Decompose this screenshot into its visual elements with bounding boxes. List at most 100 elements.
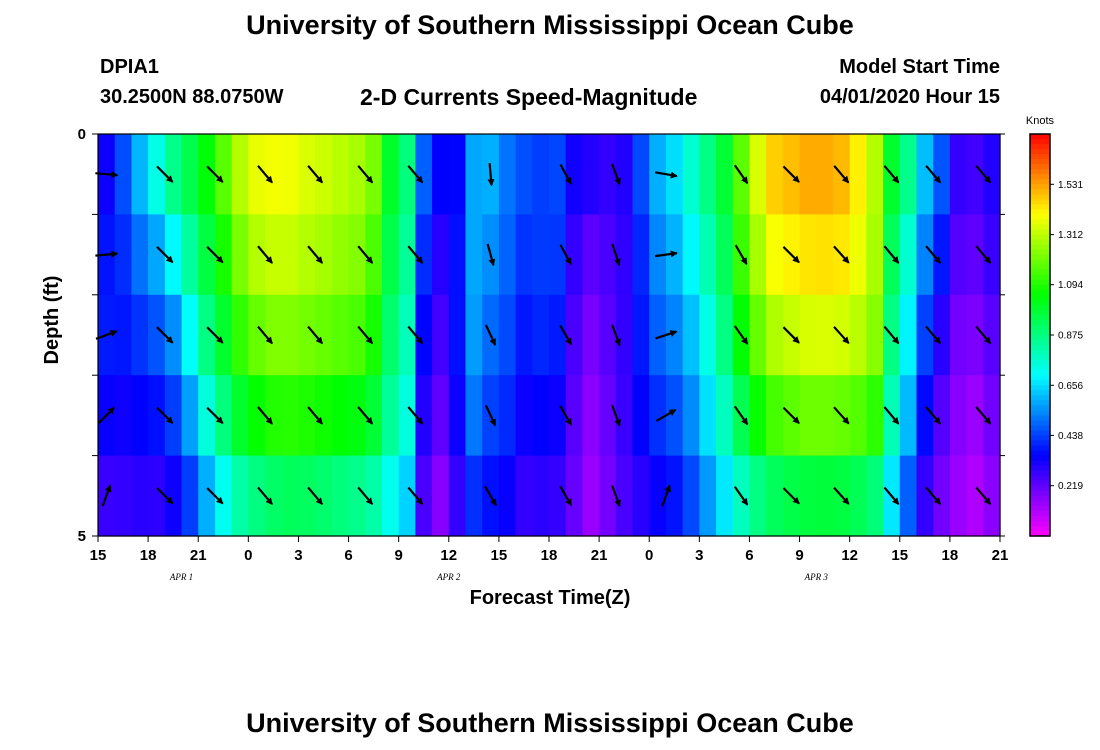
colorbar: Knots 1.531 1.312 1.094 0.875 0.656 0.438 0.219 (1026, 115, 1083, 537)
heatmap-cell (682, 375, 700, 457)
heatmap-cell (348, 375, 366, 457)
heatmap-cell (381, 455, 400, 537)
day-label: APR 2 (436, 572, 461, 582)
heatmap-cell (164, 294, 183, 376)
colorbar-segment (1030, 169, 1050, 175)
current-vector-arrow (733, 164, 749, 185)
colorbar-segment (1030, 400, 1050, 406)
heatmap-cell (916, 134, 934, 215)
heatmap-cell (214, 455, 233, 537)
heatmap-cell (599, 455, 617, 537)
heatmap-cell (131, 134, 149, 215)
current-vector-arrow (487, 163, 495, 187)
heatmap-cell (498, 214, 517, 296)
colorbar-segment (1030, 395, 1050, 401)
heatmap-cell (298, 455, 316, 537)
footer-title: University of Southern Mississippi Ocean… (246, 708, 854, 738)
heatmap-cell (498, 455, 517, 537)
heatmap-cell (966, 455, 984, 537)
heatmap-cell (766, 375, 784, 457)
heatmap-cell (933, 214, 951, 296)
current-vector-arrow (357, 245, 374, 264)
colorbar-segment (1030, 224, 1050, 231)
heatmap-cell (615, 294, 634, 376)
heatmap-cell (899, 214, 918, 296)
heatmap-cell (448, 375, 467, 457)
colorbar-segment (1030, 435, 1050, 442)
heatmap-cell (549, 294, 567, 376)
colorbar-segment (1030, 249, 1050, 256)
heatmap-cell (582, 214, 600, 296)
heatmap-cell (231, 455, 249, 537)
current-vector-arrow (156, 326, 174, 344)
heatmap-cell (231, 134, 249, 215)
heatmap-cell (949, 455, 968, 537)
heatmap-cell (181, 294, 199, 376)
heatmap-cell (933, 134, 951, 215)
colorbar-segment (1030, 405, 1050, 411)
x-tick-label: 6 (344, 547, 352, 564)
current-vectors (95, 163, 992, 508)
heatmap-cell (866, 214, 884, 296)
x-tick-label: 12 (440, 547, 457, 564)
current-vector-arrow (97, 406, 115, 424)
colorbar-segment (1030, 279, 1050, 286)
heatmap-cell (749, 214, 767, 296)
heatmap-cell (164, 455, 183, 537)
heatmap-cell (699, 294, 717, 376)
heatmap-cell (515, 134, 533, 215)
heatmap-cell (298, 134, 316, 215)
station-coordinates: 30.2500N 88.0750W (100, 86, 284, 108)
heatmap-cell (465, 294, 483, 376)
heatmap-cell (632, 214, 650, 296)
current-vector-arrow (733, 405, 749, 426)
heatmap-cell (281, 214, 300, 296)
x-tick-label: 9 (795, 547, 803, 564)
heatmap-cell (866, 375, 884, 457)
day-label: APR 1 (169, 572, 193, 582)
heatmap-cell (265, 294, 283, 376)
heatmap-cell (148, 375, 166, 457)
heatmap-cell (365, 134, 383, 215)
heatmap-cell (599, 214, 617, 296)
heatmap-cell (682, 294, 700, 376)
heatmap-cell (549, 134, 567, 215)
heatmap-cell (164, 375, 183, 457)
current-vector-arrow (357, 406, 374, 425)
heatmap-cell (632, 455, 650, 537)
heatmap-cell (799, 134, 817, 215)
colorbar-segment (1030, 465, 1050, 472)
heatmap-cell (966, 294, 984, 376)
colorbar-segment (1030, 274, 1050, 281)
heatmap-cell (448, 134, 467, 215)
colorbar-segment (1030, 149, 1050, 155)
heatmap-cell (983, 455, 1001, 537)
colorbar-segment (1030, 179, 1050, 185)
colorbar-segment (1030, 164, 1050, 170)
heatmap-cell (665, 455, 684, 537)
heatmap-cell (281, 455, 300, 537)
x-tick-label: 0 (244, 547, 252, 564)
heatmap-cell (148, 134, 166, 215)
current-vector-arrow (407, 165, 424, 184)
heatmap-cell (148, 214, 166, 296)
current-vector-arrow (559, 485, 573, 507)
current-vector-arrow (925, 245, 942, 264)
colorbar-segment (1030, 340, 1050, 346)
current-vector-arrow (407, 245, 424, 264)
heatmap-cell (465, 134, 483, 215)
heatmap-cell (248, 214, 266, 296)
heatmap-cell (181, 375, 199, 457)
heatmap-cell (916, 455, 934, 537)
heatmap-cell (766, 294, 784, 376)
heatmap-cell (381, 214, 400, 296)
heatmap-cell (365, 214, 383, 296)
colorbar-segment (1030, 450, 1050, 457)
heatmap-cell (849, 294, 867, 376)
heatmap-cell (615, 455, 634, 537)
current-vector-arrow (559, 324, 573, 346)
colorbar-segment (1030, 520, 1050, 527)
colorbar-tick-label: 0.438 (1058, 431, 1083, 442)
current-vector-arrow (357, 165, 374, 184)
colorbar-segment (1030, 390, 1050, 396)
